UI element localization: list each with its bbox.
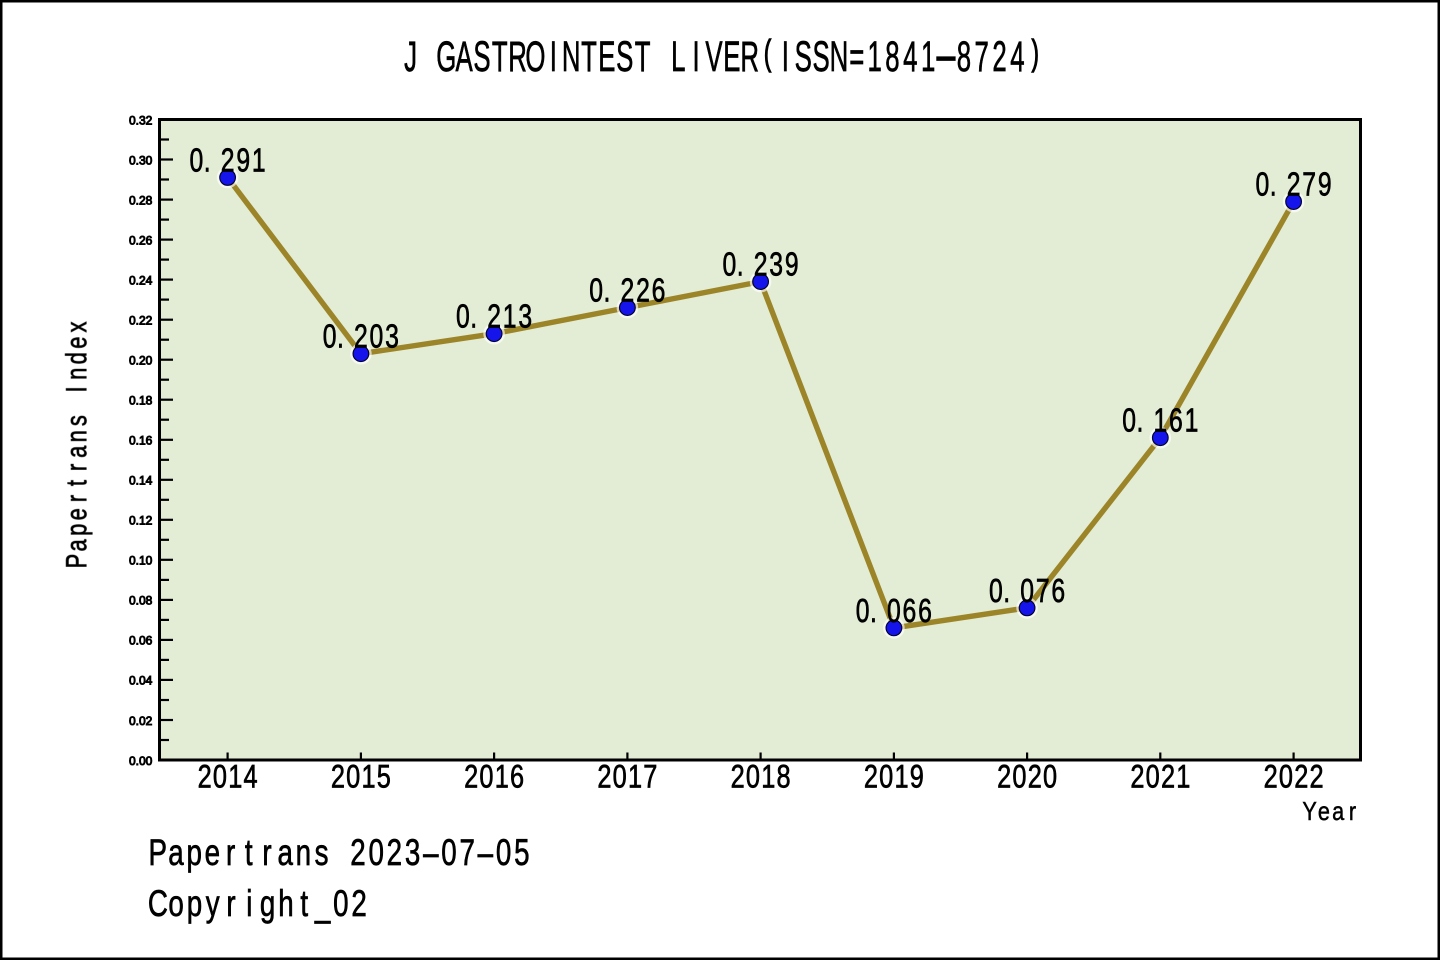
svg-text:0.30: 0.30 [129, 153, 153, 167]
svg-text:0.203: 0. 203 [323, 319, 399, 355]
svg-text:0.18: 0.18 [129, 394, 153, 408]
svg-text:0.066: 0. 066 [856, 594, 932, 630]
svg-text:0.32: 0.32 [129, 113, 153, 127]
svg-text:0.26: 0.26 [129, 233, 153, 247]
svg-text:0.24: 0.24 [129, 273, 153, 287]
svg-text:0.16: 0.16 [129, 434, 153, 448]
svg-text:0.226: 0. 226 [589, 273, 665, 309]
svg-text:2017: 2017 [597, 760, 657, 796]
svg-text:0.279: 0. 279 [1256, 167, 1332, 203]
svg-text:0.28: 0.28 [129, 193, 153, 207]
svg-text:0.14: 0.14 [129, 474, 153, 488]
svg-text:2022: 2022 [1264, 760, 1324, 796]
svg-text:0.04: 0.04 [129, 674, 153, 688]
svg-text:2019: 2019 [864, 760, 924, 796]
svg-text:PapertransIndex: PapertransIndex [61, 321, 93, 568]
svg-text:0.213: 0. 213 [456, 299, 532, 335]
svg-text:0.06: 0.06 [129, 634, 153, 648]
svg-text:0.076: 0. 076 [989, 574, 1065, 610]
svg-text:0.239: 0. 239 [723, 247, 799, 283]
svg-text:2021: 2021 [1130, 760, 1190, 796]
svg-text:0.20: 0.20 [129, 354, 153, 368]
svg-text:2020: 2020 [997, 760, 1057, 796]
svg-text:0.02: 0.02 [129, 714, 153, 728]
svg-text:2016: 2016 [464, 760, 524, 796]
svg-text:0.12: 0.12 [129, 514, 153, 528]
svg-text:0.161: 0. 161 [1122, 403, 1198, 439]
svg-text:0.10: 0.10 [129, 554, 153, 568]
svg-text:2014: 2014 [198, 760, 258, 796]
svg-text:0.00: 0.00 [129, 754, 153, 768]
svg-text:2018: 2018 [731, 760, 791, 796]
svg-text:0.08: 0.08 [129, 594, 153, 608]
svg-text:0.291: 0. 291 [190, 143, 266, 179]
svg-text:2015: 2015 [331, 760, 391, 796]
svg-text:0.22: 0.22 [129, 314, 153, 328]
